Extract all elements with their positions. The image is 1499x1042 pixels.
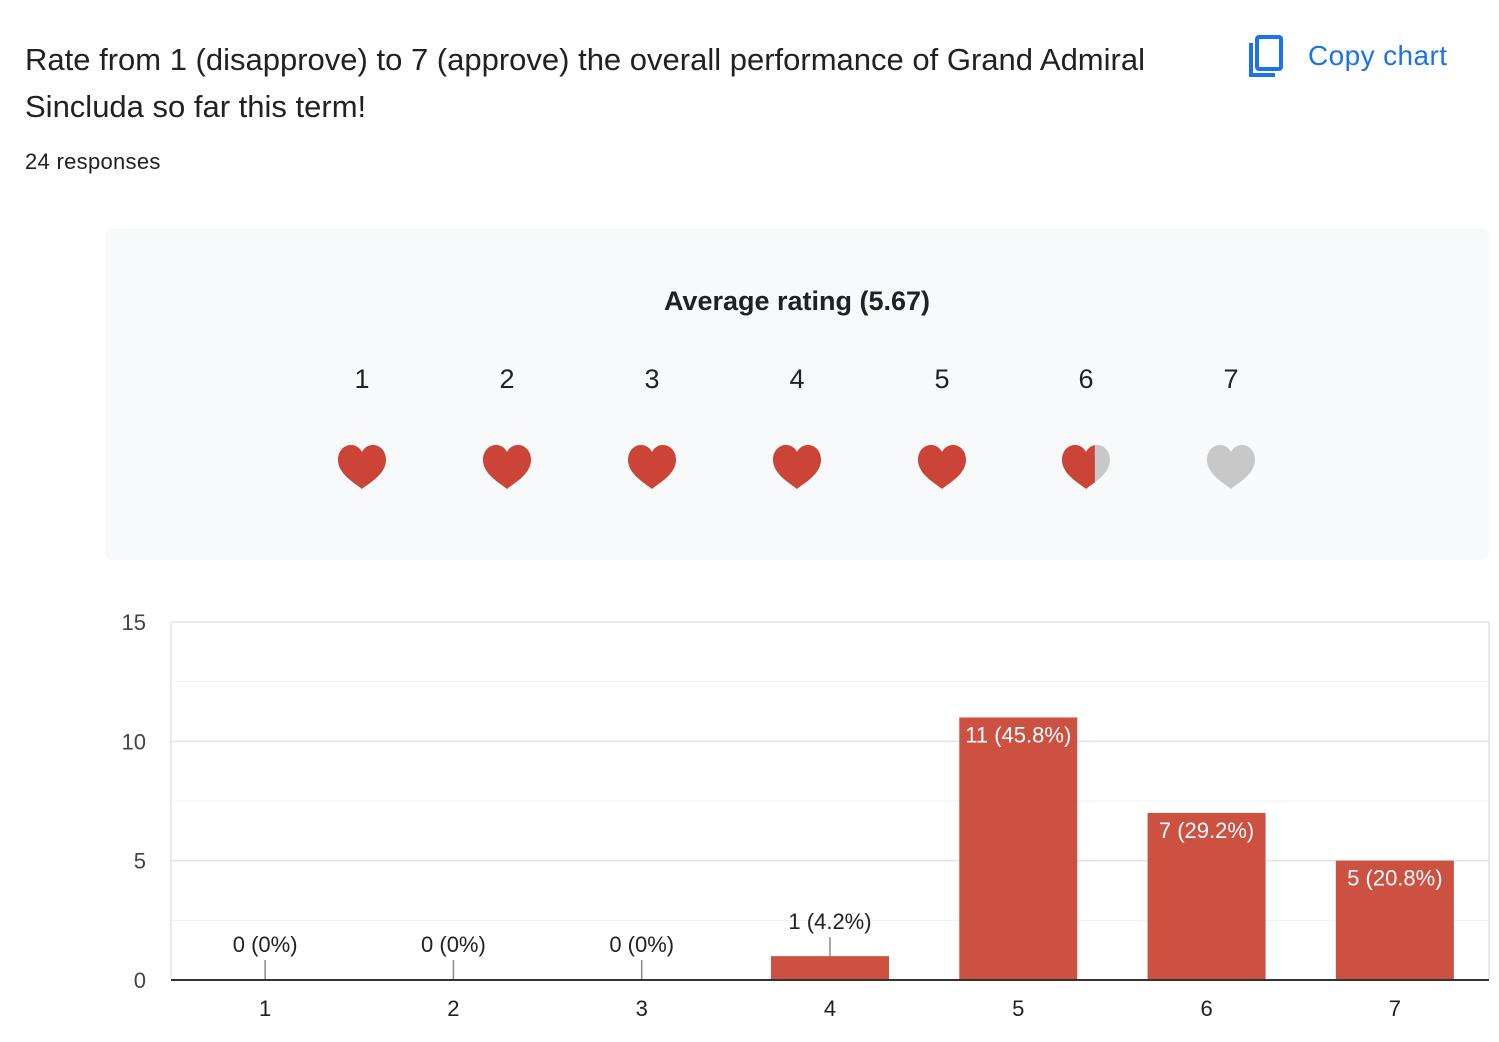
bar [1335, 860, 1454, 980]
x-tick-label: 1 [259, 996, 271, 1021]
copy-icon [1246, 34, 1284, 78]
rating-label-1: 1 [354, 364, 370, 394]
heart-icon [322, 443, 402, 503]
heart-icon [467, 443, 547, 503]
x-tick-label: 4 [824, 996, 836, 1021]
data-label: 7 (29.2%) [1159, 818, 1254, 843]
bar [771, 956, 889, 980]
average-rating-title: Average rating (5.67) [663, 286, 931, 316]
y-tick-label: 0 [134, 968, 146, 993]
heart-icon [1046, 443, 1126, 503]
data-label: 1 (4.2%) [788, 909, 871, 934]
rating-label-6: 6 [1078, 364, 1094, 394]
rating-label-4: 4 [789, 364, 805, 394]
rating-label-2: 2 [499, 364, 515, 394]
heart-icon [757, 443, 837, 503]
data-label: 11 (45.8%) [965, 722, 1071, 747]
bar [959, 717, 1078, 980]
question-title: Rate from 1 (disapprove) to 7 (approve) … [25, 42, 1145, 124]
x-tick-label: 5 [1012, 996, 1024, 1021]
rating-label-3: 3 [644, 364, 660, 394]
bar [1147, 812, 1266, 980]
response-count: 24 responses [25, 149, 161, 174]
data-label: 5 (20.8%) [1347, 866, 1442, 891]
copy-chart-label: Copy chart [1308, 40, 1448, 71]
heart-icon [612, 443, 692, 503]
x-tick-label: 3 [636, 996, 648, 1021]
data-label: 0 (0%) [609, 932, 674, 957]
data-label: 0 (0%) [233, 932, 298, 957]
average-rating-panel: Average rating (5.67) 1 2 3 4 5 6 7 [105, 228, 1489, 560]
data-label: 0 (0%) [421, 932, 486, 957]
heart-icon [902, 443, 982, 503]
x-tick-label: 2 [447, 996, 459, 1021]
x-tick-label: 6 [1200, 996, 1212, 1021]
x-tick-label: 7 [1389, 996, 1401, 1021]
heart-icon [1191, 443, 1271, 503]
copy-chart-button[interactable]: Copy chart [1246, 34, 1447, 78]
rating-label-5: 5 [934, 364, 950, 394]
y-tick-label: 5 [134, 849, 146, 874]
y-tick-label: 15 [122, 610, 146, 635]
rating-label-7: 7 [1223, 364, 1239, 394]
y-tick-label: 10 [122, 729, 146, 754]
